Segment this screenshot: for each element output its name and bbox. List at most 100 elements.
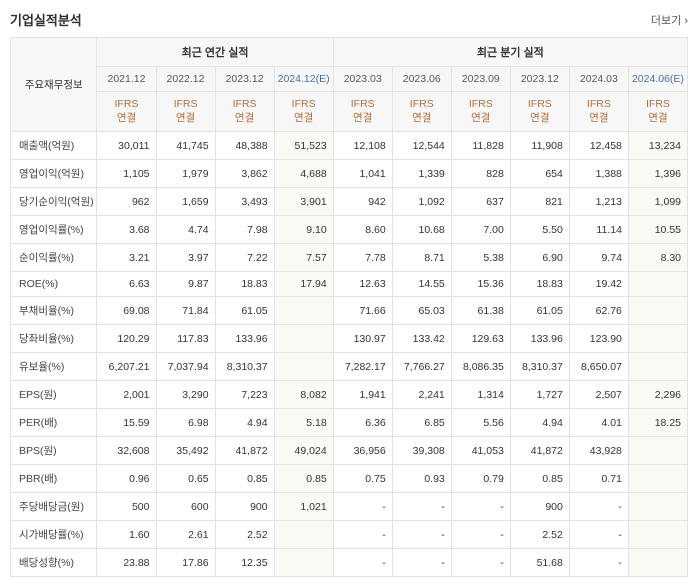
data-cell: 3.21	[97, 244, 156, 272]
data-cell: 1,396	[628, 160, 687, 188]
data-cell: 0.85	[274, 465, 333, 493]
period-header: 2021.12	[97, 67, 156, 92]
period-header: 2023.09	[451, 67, 510, 92]
data-cell: 8.60	[333, 216, 392, 244]
data-cell: 8,086.35	[451, 353, 510, 381]
rowhead-label: 주요재무정보	[11, 38, 97, 132]
data-cell: 12,544	[392, 132, 451, 160]
data-cell: 1,979	[156, 160, 215, 188]
data-cell: 962	[97, 188, 156, 216]
data-cell: -	[333, 549, 392, 577]
data-cell: 600	[156, 493, 215, 521]
data-cell: 1,105	[97, 160, 156, 188]
data-cell: 32,608	[97, 437, 156, 465]
data-cell: 3.68	[97, 216, 156, 244]
table-row: 당좌비율(%)120.29117.83133.96130.97133.42129…	[11, 325, 688, 353]
data-cell: 0.96	[97, 465, 156, 493]
data-cell: 0.75	[333, 465, 392, 493]
data-cell: -	[392, 493, 451, 521]
data-cell: 1,339	[392, 160, 451, 188]
data-cell	[274, 325, 333, 353]
data-cell: -	[569, 549, 628, 577]
data-cell: 7,766.27	[392, 353, 451, 381]
data-cell: 18.25	[628, 409, 687, 437]
data-cell: 3,493	[215, 188, 274, 216]
data-cell: 1,213	[569, 188, 628, 216]
data-cell: 12,108	[333, 132, 392, 160]
data-cell: 7.22	[215, 244, 274, 272]
data-cell	[628, 465, 687, 493]
data-cell	[274, 297, 333, 325]
data-cell: 2.52	[510, 521, 569, 549]
data-cell: -	[333, 493, 392, 521]
data-cell: 1,021	[274, 493, 333, 521]
data-cell: 14.55	[392, 272, 451, 297]
data-cell: 8.71	[392, 244, 451, 272]
financial-table: 주요재무정보 최근 연간 실적 최근 분기 실적 2021.122022.122…	[10, 37, 688, 577]
data-cell: 900	[215, 493, 274, 521]
data-cell: 41,053	[451, 437, 510, 465]
period-header: 2023.12	[510, 67, 569, 92]
data-cell	[274, 549, 333, 577]
row-label: 주당배당금(원)	[11, 493, 97, 521]
data-cell: 942	[333, 188, 392, 216]
data-cell	[628, 297, 687, 325]
data-cell: -	[569, 521, 628, 549]
row-label: 영업이익률(%)	[11, 216, 97, 244]
data-cell: 3,290	[156, 381, 215, 409]
data-cell: 1.60	[97, 521, 156, 549]
ifrs-header: IFRS연결	[451, 92, 510, 132]
data-cell: 17.94	[274, 272, 333, 297]
ifrs-header: IFRS연결	[156, 92, 215, 132]
more-link[interactable]: 더보기 ›	[651, 12, 688, 28]
data-cell: 62.76	[569, 297, 628, 325]
data-cell: 654	[510, 160, 569, 188]
data-cell: 30,011	[97, 132, 156, 160]
data-cell: 7.78	[333, 244, 392, 272]
data-cell: 61.05	[215, 297, 274, 325]
data-cell: 2,001	[97, 381, 156, 409]
data-cell: 7.98	[215, 216, 274, 244]
ifrs-header: IFRS연결	[215, 92, 274, 132]
data-cell: 2.61	[156, 521, 215, 549]
row-label: EPS(원)	[11, 381, 97, 409]
row-label: 영업이익(억원)	[11, 160, 97, 188]
table-row: 당기순이익(억원)9621,6593,4933,9019421,09263782…	[11, 188, 688, 216]
data-cell: 1,099	[628, 188, 687, 216]
data-cell: 61.05	[510, 297, 569, 325]
data-cell: 133.96	[215, 325, 274, 353]
table-row: 부채비율(%)69.0871.8461.0571.6665.0361.3861.…	[11, 297, 688, 325]
data-cell: 2,507	[569, 381, 628, 409]
data-cell: 11,828	[451, 132, 510, 160]
data-cell	[628, 521, 687, 549]
data-cell: 4.94	[510, 409, 569, 437]
ifrs-header: IFRS연결	[510, 92, 569, 132]
row-label: 당좌비율(%)	[11, 325, 97, 353]
data-cell: 12,458	[569, 132, 628, 160]
data-cell	[628, 272, 687, 297]
data-cell: 129.63	[451, 325, 510, 353]
data-cell: 0.93	[392, 465, 451, 493]
table-row: PER(배)15.596.984.945.186.366.855.564.944…	[11, 409, 688, 437]
data-cell: 133.42	[392, 325, 451, 353]
data-cell: 10.55	[628, 216, 687, 244]
data-cell: -	[392, 549, 451, 577]
ifrs-header: IFRS연결	[628, 92, 687, 132]
data-cell: 4.01	[569, 409, 628, 437]
table-row: 영업이익(억원)1,1051,9793,8624,6881,0411,33982…	[11, 160, 688, 188]
chevron-right-icon: ›	[684, 15, 688, 27]
table-row: 영업이익률(%)3.684.747.989.108.6010.687.005.5…	[11, 216, 688, 244]
data-cell: 7,223	[215, 381, 274, 409]
row-label: 순이익률(%)	[11, 244, 97, 272]
data-cell	[274, 521, 333, 549]
row-label: ROE(%)	[11, 272, 97, 297]
data-cell: -	[451, 521, 510, 549]
data-cell: 130.97	[333, 325, 392, 353]
data-cell: 7.57	[274, 244, 333, 272]
period-header: 2024.06(E)	[628, 67, 687, 92]
data-cell: 5.38	[451, 244, 510, 272]
data-cell: 43,928	[569, 437, 628, 465]
data-cell: 0.65	[156, 465, 215, 493]
data-cell: 13,234	[628, 132, 687, 160]
data-cell: 0.85	[215, 465, 274, 493]
